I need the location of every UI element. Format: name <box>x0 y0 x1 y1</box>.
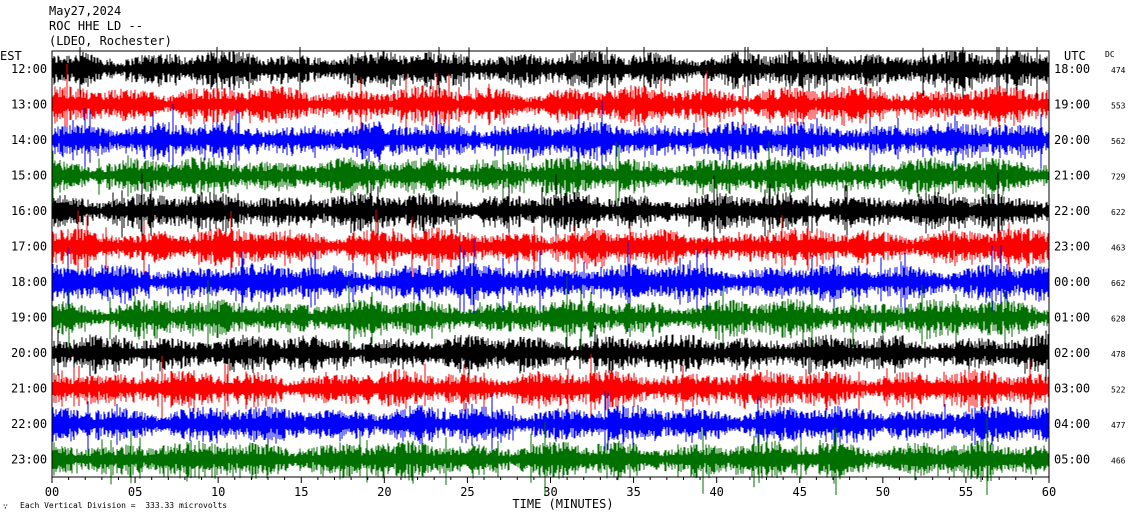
x-tick-label: 40 <box>709 485 723 499</box>
axis-labels: EST UTC DC TIME (MINUTES) 12:00 18:00 474 1… <box>0 49 1126 511</box>
utc-hour-label: 02:00 <box>1054 346 1090 360</box>
dc-value: 662 <box>1111 279 1126 288</box>
utc-axis-label: UTC <box>1064 49 1086 63</box>
x-tick-label: 05 <box>128 485 142 499</box>
est-axis-label: EST <box>0 49 22 63</box>
helicorder-date: May27,2024 <box>49 4 122 18</box>
logo-mark: ∵ <box>3 502 8 511</box>
est-hour-label: 16:00 <box>11 204 47 218</box>
x-tick-label: 45 <box>793 485 807 499</box>
x-tick-label: 50 <box>876 485 890 499</box>
est-hour-label: 15:00 <box>11 169 47 183</box>
utc-hour-label: 01:00 <box>1054 311 1090 325</box>
dc-value: 562 <box>1111 137 1126 146</box>
est-hour-label: 20:00 <box>11 346 47 360</box>
dc-value: 729 <box>1111 173 1126 182</box>
x-tick-label: 20 <box>377 485 391 499</box>
dc-value: 474 <box>1111 66 1126 75</box>
est-hour-label: 17:00 <box>11 240 47 254</box>
trace-group <box>51 47 1050 495</box>
utc-hour-label: 03:00 <box>1054 382 1090 396</box>
x-tick-label: 60 <box>1042 485 1056 499</box>
scale-note: Each Vertical Division = 333.33 microvol… <box>20 501 228 510</box>
utc-hour-label: 04:00 <box>1054 417 1090 431</box>
utc-hour-label: 19:00 <box>1054 98 1090 112</box>
x-tick-label: 10 <box>211 485 225 499</box>
est-hour-label: 21:00 <box>11 382 47 396</box>
est-hour-label: 13:00 <box>11 98 47 112</box>
x-axis-ticks: 00 05 10 15 20 25 30 35 40 45 50 55 60 <box>45 477 1056 499</box>
est-hour-label: 19:00 <box>11 311 47 325</box>
trace-2000 <box>51 325 1050 382</box>
x-tick-label: 15 <box>294 485 308 499</box>
est-hour-label: 22:00 <box>11 417 47 431</box>
x-tick-label: 55 <box>959 485 973 499</box>
x-tick-label: 00 <box>45 485 59 499</box>
dc-axis-label: DC <box>1105 50 1115 59</box>
utc-hour-label: 21:00 <box>1054 169 1090 183</box>
utc-hour-label: 22:00 <box>1054 204 1090 218</box>
dc-value: 466 <box>1111 457 1126 466</box>
utc-hour-label: 05:00 <box>1054 453 1090 467</box>
dc-value: 628 <box>1111 315 1126 324</box>
est-hour-label: 23:00 <box>11 453 47 467</box>
est-hour-label: 18:00 <box>11 275 47 289</box>
utc-hour-label: 18:00 <box>1054 62 1090 76</box>
dc-value: 622 <box>1111 208 1126 217</box>
x-tick-label: 30 <box>543 485 557 499</box>
utc-hour-label: 00:00 <box>1054 275 1090 289</box>
est-hour-label: 12:00 <box>11 62 47 76</box>
station-name: ROC HHE LD -- <box>49 19 143 33</box>
dc-value: 477 <box>1111 421 1126 430</box>
utc-hour-label: 20:00 <box>1054 133 1090 147</box>
x-axis-title: TIME (MINUTES) <box>512 497 613 511</box>
x-tick-label: 25 <box>460 485 474 499</box>
dc-value: 553 <box>1111 102 1126 111</box>
dc-value: 478 <box>1111 350 1126 359</box>
utc-hour-label: 23:00 <box>1054 240 1090 254</box>
x-tick-label: 35 <box>626 485 640 499</box>
network-name: (LDEO, Rochester) <box>49 34 172 48</box>
dc-value: 463 <box>1111 244 1126 253</box>
dc-value: 522 <box>1111 386 1126 395</box>
est-hour-label: 14:00 <box>11 133 47 147</box>
